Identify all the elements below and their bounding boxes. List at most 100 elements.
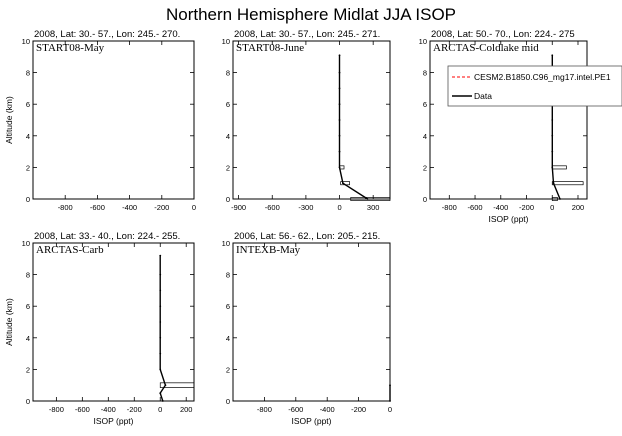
panel-label: START08-May (36, 42, 105, 54)
y-tick-label: 10 (22, 239, 30, 248)
x-tick-label: -800 (442, 203, 457, 212)
panel-label: ARCTAS-Carb (36, 244, 104, 256)
y-tick-label: 0 (226, 397, 230, 406)
x-tick-label: -600 (468, 203, 483, 212)
obs-point (159, 392, 162, 394)
panel-subtitle: 2008, Lat: 33.- 40., Lon: 224.- 255. (34, 231, 180, 242)
y-tick-label: 6 (423, 100, 427, 109)
y-tick-label: 2 (423, 163, 427, 172)
y-tick-label: 2 (26, 365, 30, 374)
obs-point (159, 289, 162, 292)
y-tick-label: 6 (226, 100, 230, 109)
panel-label: ARCTAS-Coldlake mid (433, 42, 539, 54)
obs-point (159, 368, 162, 371)
y-tick-label: 4 (26, 334, 30, 343)
x-tick-label: -600 (90, 203, 105, 212)
obs-point (366, 198, 369, 200)
x-tick-label: 200 (180, 405, 193, 414)
obs-point (551, 150, 554, 153)
obs-point (338, 54, 341, 57)
obs-profile-line (159, 255, 167, 402)
panel-5: 2006, Lat: 56.- 62., Lon: 205.- 215. 0 2 4 6… (222, 231, 392, 426)
x-tick-label: -400 (493, 203, 508, 212)
range-box (551, 197, 558, 201)
obs-point (164, 384, 167, 387)
obs-point (159, 305, 162, 308)
plot-frame (32, 242, 195, 402)
panel-2: 2008, Lat: 30.- 57., Lon: 245.- 271. 0 2 4 6… (222, 29, 391, 212)
x-tick-label: 0 (388, 405, 392, 414)
obs-point (342, 182, 344, 185)
obs-point (551, 134, 554, 137)
x-tick-label: 0 (337, 203, 341, 212)
y-tick-label: 8 (226, 271, 230, 280)
obs-point (161, 400, 164, 402)
obs-point (338, 134, 341, 137)
obs-point (559, 198, 561, 200)
y-tick-label: 6 (226, 302, 230, 311)
y-tick-label: 10 (419, 37, 427, 46)
x-tick-label: -800 (257, 405, 272, 414)
y-axis-label: Altitude (km) (4, 96, 14, 144)
y-tick-label: 6 (26, 302, 30, 311)
x-axis-label: ISOP (ppt) (94, 416, 134, 426)
obs-point (159, 321, 162, 323)
obs-profile-line (338, 55, 368, 200)
y-tick-label: 8 (226, 69, 230, 78)
y-tick-label: 0 (226, 195, 230, 204)
y-tick-label: 4 (226, 334, 230, 343)
plot-frame (429, 40, 588, 200)
y-tick-label: 8 (26, 69, 30, 78)
plot-frame (232, 40, 391, 200)
obs-point (552, 182, 555, 185)
figure-title: Northern Hemisphere Midlat JJA ISOP (166, 5, 456, 24)
obs-point (551, 119, 554, 121)
panel-label: INTEXB-May (236, 244, 301, 256)
obs-point (338, 87, 341, 90)
panel-subtitle: 2008, Lat: 50.- 70., Lon: 224.- 275 (431, 29, 575, 40)
y-tick-label: 10 (22, 37, 30, 46)
panels: 2008, Lat: 30.- 57., Lon: 245.- 270. 0 2 4 6… (4, 29, 588, 426)
x-tick-label: -300 (298, 203, 313, 212)
obs-point (159, 352, 162, 355)
y-axis-label: Altitude (km) (4, 298, 14, 346)
obs-point (338, 166, 341, 169)
x-tick-label: 0 (550, 203, 554, 212)
range-box (159, 382, 195, 388)
plot-frame (232, 242, 391, 402)
obs-point (338, 71, 341, 74)
panel-subtitle: 2008, Lat: 30.- 57., Lon: 245.- 270. (34, 29, 180, 40)
y-tick-label: 10 (222, 239, 230, 248)
y-tick-label: 8 (423, 69, 427, 78)
y-tick-label: 4 (226, 132, 230, 141)
panel-4: 2008, Lat: 33.- 40., Lon: 224.- 255. 0 2 4 6… (4, 231, 195, 426)
x-tick-label: -400 (101, 405, 116, 414)
y-tick-label: 2 (26, 163, 30, 172)
x-tick-label: 200 (572, 203, 585, 212)
obs-point (159, 254, 162, 257)
y-tick-label: 4 (26, 132, 30, 141)
y-tick-label: 4 (423, 132, 427, 141)
panel-label: START08-June (236, 42, 304, 54)
x-tick-label: -900 (231, 203, 246, 212)
plot-frame (32, 40, 195, 200)
x-tick-label: -800 (49, 405, 64, 414)
panel-3: 2008, Lat: 50.- 70., Lon: 224.- 275 0 2 4 6 8… (419, 29, 588, 224)
obs-point (338, 150, 341, 153)
x-tick-label: -600 (288, 405, 303, 414)
obs-point (159, 336, 162, 339)
x-tick-label: -400 (122, 203, 137, 212)
obs-point (338, 103, 341, 106)
x-tick-label: -200 (351, 405, 366, 414)
x-tick-label: 0 (158, 405, 162, 414)
y-tick-label: 2 (226, 365, 230, 374)
obs-point (338, 119, 341, 121)
y-tick-label: 2 (226, 163, 230, 172)
y-tick-label: 10 (222, 37, 230, 46)
x-tick-label: -400 (320, 405, 335, 414)
obs-point (389, 384, 391, 387)
legend-model-label: CESM2.B1850.C96_mg17.intel.PE1 (474, 72, 611, 82)
panel-1: 2008, Lat: 30.- 57., Lon: 245.- 270. 0 2 4 6… (4, 29, 196, 212)
x-tick-label: -800 (58, 203, 73, 212)
range-box (551, 165, 567, 170)
